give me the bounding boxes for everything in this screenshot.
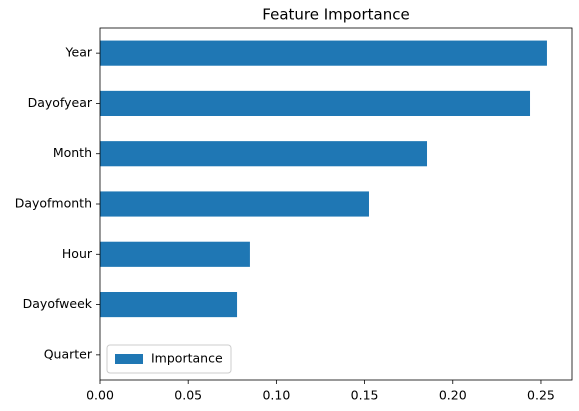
x-tick-label: 0.00 xyxy=(86,388,114,403)
y-tick-label: Quarter xyxy=(44,346,93,361)
legend-label: Importance xyxy=(151,351,223,366)
bar xyxy=(100,141,428,167)
x-tick-label: 0.20 xyxy=(439,388,467,403)
y-tick-label: Month xyxy=(53,145,92,160)
y-tick-label: Dayofmonth xyxy=(15,196,92,211)
x-tick-label: 0.05 xyxy=(174,388,202,403)
x-tick-label: 0.10 xyxy=(262,388,290,403)
plot-frame xyxy=(99,27,573,381)
y-tick-label: Year xyxy=(65,45,93,60)
legend-box xyxy=(106,344,232,374)
x-tick-label: 0.25 xyxy=(527,388,555,403)
bar xyxy=(100,40,547,66)
y-tick-label: Dayofyear xyxy=(28,95,93,110)
bar xyxy=(100,90,531,116)
x-tick-label: 0.15 xyxy=(351,388,379,403)
y-tick-label: Dayofweek xyxy=(23,296,93,311)
legend-swatch xyxy=(115,354,143,364)
bar xyxy=(100,292,238,318)
bar xyxy=(100,191,369,217)
y-tick-label: Hour xyxy=(62,246,93,261)
chart-title: Feature Importance xyxy=(262,6,409,24)
bar xyxy=(100,241,250,267)
